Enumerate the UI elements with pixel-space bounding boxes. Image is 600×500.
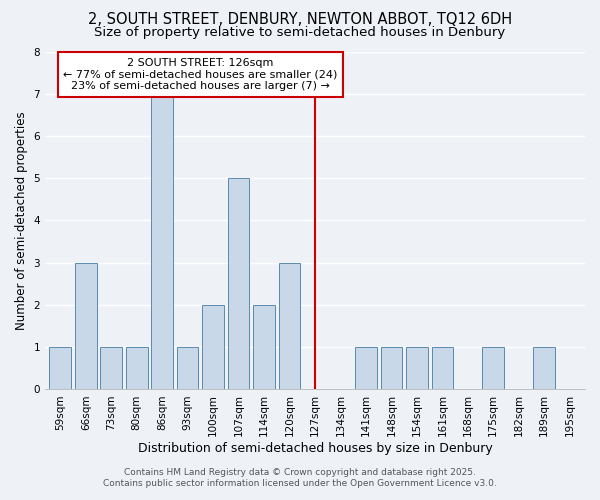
Text: 2 SOUTH STREET: 126sqm
← 77% of semi-detached houses are smaller (24)
23% of sem: 2 SOUTH STREET: 126sqm ← 77% of semi-det… [63, 58, 338, 91]
Bar [100, 347, 122, 390]
X-axis label: Distribution of semi-detached houses by size in Denbury: Distribution of semi-detached houses by … [137, 442, 493, 455]
Bar [355, 347, 377, 390]
Bar [279, 262, 301, 390]
Bar [49, 347, 71, 390]
Bar [482, 347, 504, 390]
Bar [151, 94, 173, 390]
Bar [177, 347, 199, 390]
Bar [533, 347, 555, 390]
Bar [253, 305, 275, 390]
Y-axis label: Number of semi-detached properties: Number of semi-detached properties [15, 111, 28, 330]
Bar [126, 347, 148, 390]
Bar [380, 347, 402, 390]
Bar [228, 178, 250, 390]
Text: Contains HM Land Registry data © Crown copyright and database right 2025.
Contai: Contains HM Land Registry data © Crown c… [103, 468, 497, 487]
Text: Size of property relative to semi-detached houses in Denbury: Size of property relative to semi-detach… [94, 26, 506, 39]
Bar [431, 347, 453, 390]
Bar [406, 347, 428, 390]
Bar [202, 305, 224, 390]
Bar [75, 262, 97, 390]
Text: 2, SOUTH STREET, DENBURY, NEWTON ABBOT, TQ12 6DH: 2, SOUTH STREET, DENBURY, NEWTON ABBOT, … [88, 12, 512, 28]
